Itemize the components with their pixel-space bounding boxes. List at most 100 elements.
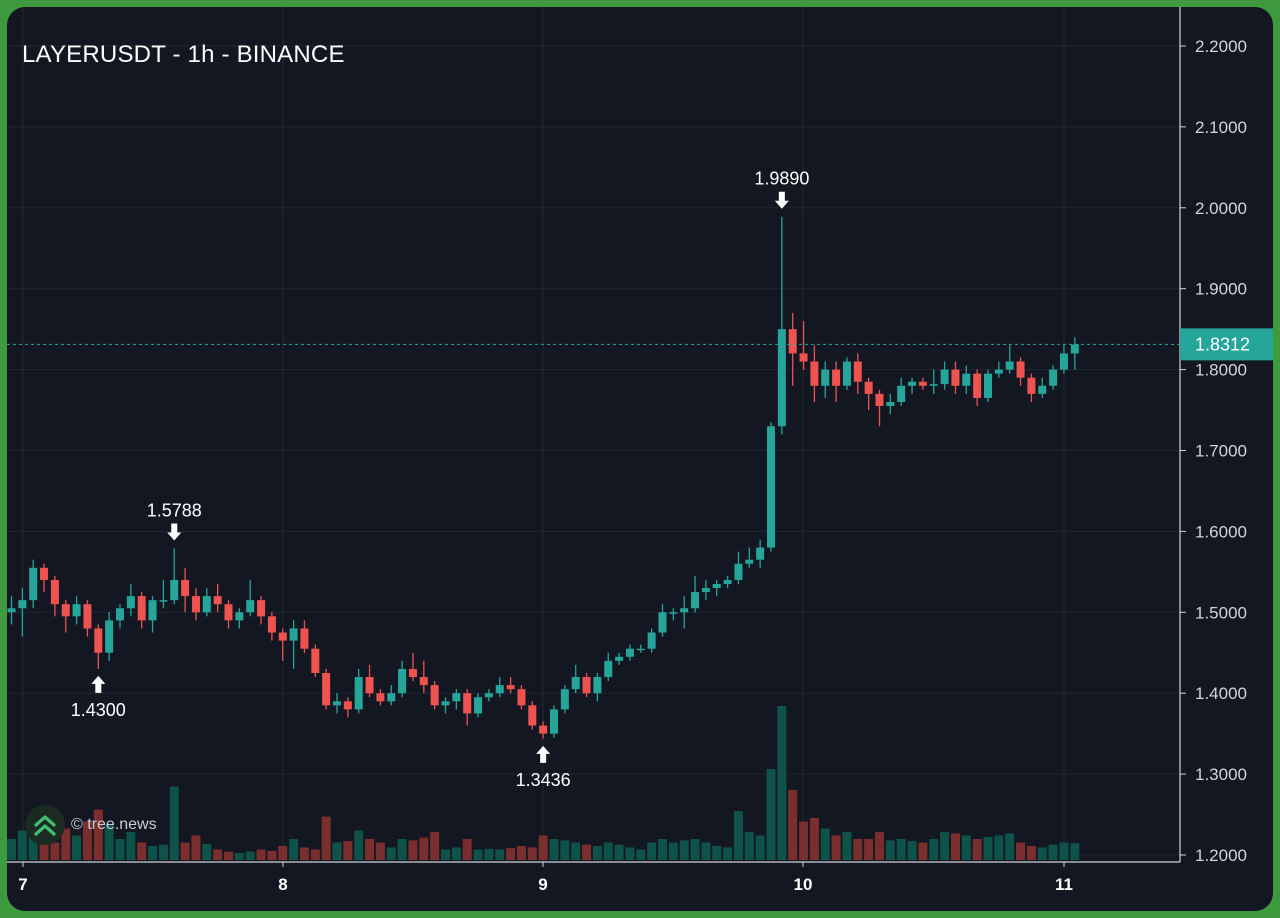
candle — [962, 365, 971, 394]
candle-body — [593, 677, 602, 694]
candle-body — [875, 393, 884, 407]
candle-body — [311, 648, 320, 673]
volume-bar — [441, 849, 450, 860]
candle-body — [1005, 361, 1014, 370]
volume-bar — [473, 849, 483, 860]
volume-bar — [701, 842, 711, 860]
candle — [452, 689, 461, 710]
volume-bar — [516, 846, 526, 860]
candle — [929, 369, 938, 394]
candle-body — [701, 588, 710, 593]
candle-body — [821, 369, 830, 386]
candle — [365, 664, 374, 698]
volume-bar — [191, 835, 201, 860]
candle — [343, 697, 352, 718]
volume-bar — [397, 839, 407, 860]
candle — [658, 604, 667, 637]
candle-body — [517, 689, 526, 706]
candle — [246, 579, 255, 617]
arrow-up-icon — [536, 745, 551, 763]
candle-body — [72, 604, 81, 617]
candle-body — [224, 604, 233, 621]
volume-bar — [1026, 846, 1036, 860]
volume-bar — [7, 839, 16, 860]
volume-bar — [723, 847, 733, 860]
candle-body — [148, 600, 157, 621]
volume-bar — [28, 833, 38, 860]
candle-body — [842, 361, 851, 386]
watermark-text: © tree.news — [71, 816, 157, 833]
candle — [897, 377, 906, 407]
candle — [213, 583, 222, 613]
candle-body — [799, 353, 808, 362]
candle — [571, 664, 580, 694]
candle-body — [528, 705, 537, 726]
candle-body — [257, 600, 266, 617]
volume-bar — [809, 818, 819, 860]
candle — [593, 672, 602, 702]
volume-bar — [603, 842, 613, 860]
candle — [560, 685, 569, 714]
candle-body — [289, 628, 298, 641]
annotation-label: 1.3436 — [516, 770, 571, 790]
candle — [1027, 373, 1036, 402]
candle — [636, 644, 645, 653]
volume-bar — [549, 839, 559, 860]
volume-bar — [462, 839, 472, 860]
volume-bar — [972, 839, 982, 860]
volume-bar — [17, 830, 27, 860]
candle-body — [550, 709, 558, 734]
candle — [984, 369, 992, 402]
volume-bar — [115, 839, 125, 860]
candle — [908, 377, 917, 394]
y-tick-label: 2.1000 — [1195, 118, 1247, 137]
candle-body — [832, 369, 841, 386]
candle — [159, 579, 168, 609]
annotation-label: 1.5788 — [147, 501, 202, 521]
candle — [105, 612, 114, 661]
volume-bar — [592, 846, 602, 860]
y-tick-label: 1.5000 — [1195, 603, 1247, 622]
candle-body — [452, 693, 461, 702]
candle-body — [278, 632, 287, 641]
candle-body — [83, 604, 92, 629]
candle — [1049, 365, 1058, 390]
volume-bar — [940, 832, 950, 860]
candle — [723, 575, 732, 589]
candle-body — [647, 632, 656, 649]
candle — [224, 600, 233, 629]
chart-frame: 1.9890 1.5788 1.4300 1.3436 2.2000 2.1000 2.0… — [7, 7, 1273, 911]
candle — [875, 389, 884, 427]
candle — [973, 369, 982, 407]
candle — [506, 677, 515, 694]
volume-bars — [7, 706, 1080, 860]
candle-body — [745, 559, 754, 564]
candle — [289, 620, 298, 669]
candle — [50, 575, 59, 617]
x-tick-label: 10 — [794, 875, 813, 894]
candle-body — [712, 583, 721, 589]
chart-canvas[interactable]: 1.9890 1.5788 1.4300 1.3436 2.2000 2.1000 2.0… — [7, 7, 1273, 911]
candle-body — [1070, 344, 1079, 354]
volume-bar — [148, 846, 158, 860]
candle — [994, 361, 1003, 378]
candle-body — [680, 608, 689, 613]
candle — [94, 624, 103, 669]
chart-title: LAYERUSDT - 1h - BINANCE — [22, 41, 345, 68]
volume-bar — [267, 850, 277, 860]
volume-bar — [1005, 833, 1015, 860]
candle — [441, 697, 450, 714]
candle — [1070, 337, 1079, 370]
volume-bar — [766, 769, 776, 860]
candle-body — [40, 567, 49, 580]
candle-body — [267, 616, 276, 633]
candle — [40, 563, 49, 593]
candle-body — [159, 600, 168, 602]
candle-body — [181, 579, 190, 597]
candle-body — [604, 660, 613, 678]
volume-bar — [430, 832, 440, 860]
volume-bar — [180, 842, 190, 860]
candle-body — [441, 701, 450, 706]
candle-body — [636, 648, 645, 651]
candle — [691, 575, 700, 613]
